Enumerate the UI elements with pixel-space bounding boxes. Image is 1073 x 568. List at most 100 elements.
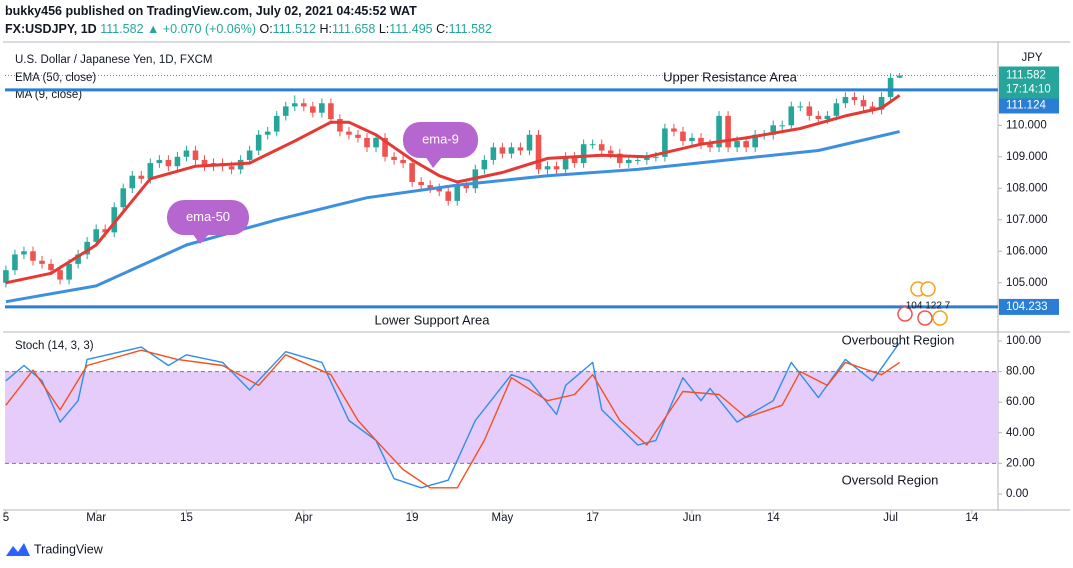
candle-body (517, 147, 524, 151)
x-tick-label: 15 (180, 512, 193, 524)
candle-body (21, 251, 27, 255)
candle-body (535, 134, 542, 170)
candle-body (183, 150, 190, 157)
candle-body (120, 188, 127, 208)
y-tick-label: 100.00 (1006, 335, 1041, 347)
y-tick-label: 108.000 (1006, 182, 1048, 194)
candle-body (3, 270, 9, 283)
x-tick-label: 17 (586, 512, 599, 524)
candle-body (860, 100, 867, 107)
pane-title: Stoch (14, 3, 3) (15, 340, 94, 352)
candle-body (508, 147, 515, 154)
candle-body (282, 106, 289, 116)
candle-body (580, 144, 587, 164)
level-label-box (999, 97, 1059, 114)
candle-body (562, 156, 569, 170)
candle-body (310, 106, 316, 113)
countdown: 17:14:10 (1006, 84, 1051, 96)
author-line: bukky456 published on TradingView.com, J… (5, 4, 417, 18)
candle-body (896, 75, 903, 78)
candle-body (526, 134, 533, 151)
series-line (5, 130, 900, 304)
candle-body (698, 137, 704, 145)
candle-body (806, 106, 813, 116)
candle-body (734, 141, 740, 148)
candle-body (39, 260, 45, 264)
x-tick-label: 19 (406, 512, 419, 524)
y-tick-label: 0.00 (1006, 488, 1028, 500)
candle-body (192, 150, 199, 160)
legend-entry: MA (9, close) (15, 89, 82, 101)
callout-box (403, 122, 478, 158)
brand: TradingView (34, 542, 104, 556)
candle-body (589, 144, 596, 146)
candle-body (391, 156, 397, 160)
candle-body (418, 181, 424, 186)
candle-body (490, 147, 497, 160)
candle-body (499, 147, 506, 154)
c-label: C: (436, 22, 449, 36)
candle-body (337, 119, 343, 132)
candle-body (30, 251, 36, 261)
candle-body (409, 163, 415, 182)
logo-icon (6, 543, 30, 556)
callout-text: ema-9 (422, 131, 459, 146)
candle-body (174, 156, 181, 167)
candle-body (57, 270, 63, 280)
candle-body (707, 144, 713, 148)
x-tick-label: Jul (883, 512, 898, 524)
candle-body (138, 175, 145, 179)
y-tick-label: 107.000 (1006, 214, 1048, 226)
candle-body (129, 175, 136, 189)
candle-body (653, 156, 659, 158)
candle-body (436, 188, 443, 192)
candle-body (12, 254, 18, 271)
o: 111.512 (273, 22, 316, 36)
candle-body (463, 185, 470, 189)
candle-body (842, 96, 849, 104)
candle-body (616, 153, 623, 164)
y-tick-label: 60.00 (1006, 396, 1035, 408)
callout-pointer (425, 156, 443, 168)
candle-body (680, 131, 686, 142)
event-icon (897, 306, 913, 322)
candle-body (291, 103, 298, 107)
annotation: Oversold Region (842, 472, 939, 487)
candle-body (228, 166, 235, 170)
candle-body (201, 159, 208, 167)
candle-body (788, 106, 795, 126)
candle-body (373, 137, 379, 148)
candle-body (571, 156, 578, 164)
candle-body (869, 106, 876, 110)
candle-body (301, 103, 307, 107)
x-tick-label: Jun (683, 512, 702, 524)
y-tick-label: 40.00 (1006, 427, 1035, 439)
c: 111.582 (449, 22, 492, 36)
candle-body (165, 159, 172, 167)
last-price-box (999, 66, 1059, 99)
change: ▲ +0.070 (+0.06%) (147, 22, 256, 36)
candle-body (75, 254, 81, 264)
candle-body (770, 125, 777, 135)
candle-body (779, 125, 786, 127)
callout-box (167, 200, 249, 235)
level-label: 104.233 (1006, 301, 1048, 313)
quote-line: FX:USDJPY, 1D 111.582 ▲ +0.070 (+0.06%) … (5, 22, 492, 36)
candle-body (328, 103, 334, 120)
x-tick-label: 14 (767, 512, 780, 524)
candle-body (400, 159, 406, 164)
candle-body (553, 166, 560, 170)
candle-body (625, 159, 632, 164)
candle-body (607, 150, 614, 154)
legend-entry: EMA (50, close) (15, 72, 96, 84)
candle-body (743, 141, 749, 148)
candle-body (481, 159, 488, 170)
candle-body (147, 163, 154, 179)
candle-body (833, 103, 840, 116)
y-tick-label: 80.00 (1006, 366, 1035, 378)
l-label: L: (379, 22, 389, 36)
candle-body (671, 128, 677, 132)
candle-body (689, 137, 695, 142)
candle-body (644, 156, 650, 160)
y-tick-label: 106.000 (1006, 245, 1048, 257)
